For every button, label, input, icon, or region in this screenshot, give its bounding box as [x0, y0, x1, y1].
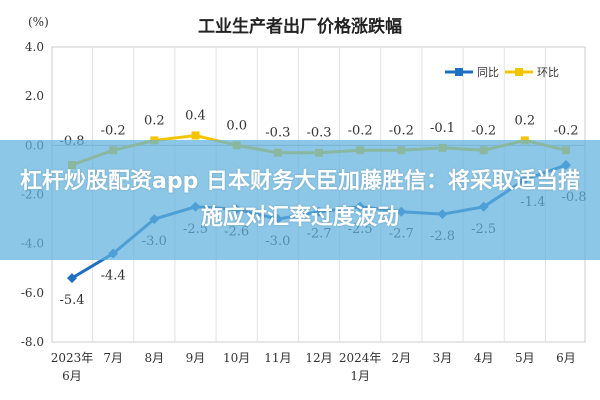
x-tick-label: 7月 — [103, 351, 123, 365]
x-tick-label: 3月 — [433, 351, 453, 365]
x-tick-label: 12月 — [305, 351, 332, 365]
data-label: 0.2 — [514, 113, 535, 128]
x-tick-label: 4月 — [474, 351, 494, 365]
x-tick-label: 10月 — [223, 351, 250, 365]
data-label: -0.3 — [265, 126, 290, 141]
data-label: -0.2 — [553, 123, 578, 138]
data-label: -0.2 — [389, 123, 414, 138]
x-tick-label: 2月 — [392, 351, 412, 365]
x-tick-label: 2024年 — [339, 351, 382, 365]
data-label: -0.2 — [348, 123, 373, 138]
x-tick-label: 8月 — [145, 351, 165, 365]
data-point — [67, 273, 77, 284]
x-tick-label: 9月 — [186, 351, 206, 365]
overlay-banner[interactable]: 杠杆炒股配资app 日本财务大臣加藤胜信：将采取适当措施应对汇率过度波动 — [0, 140, 600, 260]
y-tick-label: -6.0 — [21, 286, 44, 300]
data-label: -0.3 — [306, 126, 331, 141]
x-tick-label: 1月 — [350, 369, 370, 383]
data-label: -5.4 — [59, 293, 84, 308]
x-tick-label: 2023年 — [51, 351, 94, 365]
y-tick-label: -8.0 — [21, 335, 44, 349]
x-tick-label: 11月 — [264, 351, 291, 365]
data-label: -0.1 — [430, 121, 455, 136]
x-tick-label: 6月 — [62, 369, 82, 383]
data-point — [191, 131, 200, 140]
y-tick-label: 2.0 — [25, 89, 44, 103]
x-tick-label: 6月 — [556, 351, 576, 365]
banner-text: 杠杆炒股配资app 日本财务大臣加藤胜信：将采取适当措施应对汇率过度波动 — [19, 169, 580, 230]
y-tick-label: 4.0 — [25, 40, 44, 54]
data-label: -4.4 — [101, 269, 126, 284]
data-label: -0.2 — [471, 123, 496, 138]
x-tick-label: 5月 — [515, 351, 535, 365]
data-label: 0.0 — [226, 118, 247, 133]
chart-title: 工业生产者出厂价格涨跌幅 — [198, 16, 402, 37]
legend-marker — [455, 68, 463, 76]
data-label: -0.2 — [101, 123, 126, 138]
data-label: 0.2 — [144, 113, 165, 128]
legend-label: 环比 — [537, 66, 559, 79]
legend-marker — [515, 68, 523, 76]
legend-label: 同比 — [477, 66, 499, 79]
data-label: 0.4 — [185, 109, 206, 124]
y-axis-label: (%) — [28, 15, 49, 29]
